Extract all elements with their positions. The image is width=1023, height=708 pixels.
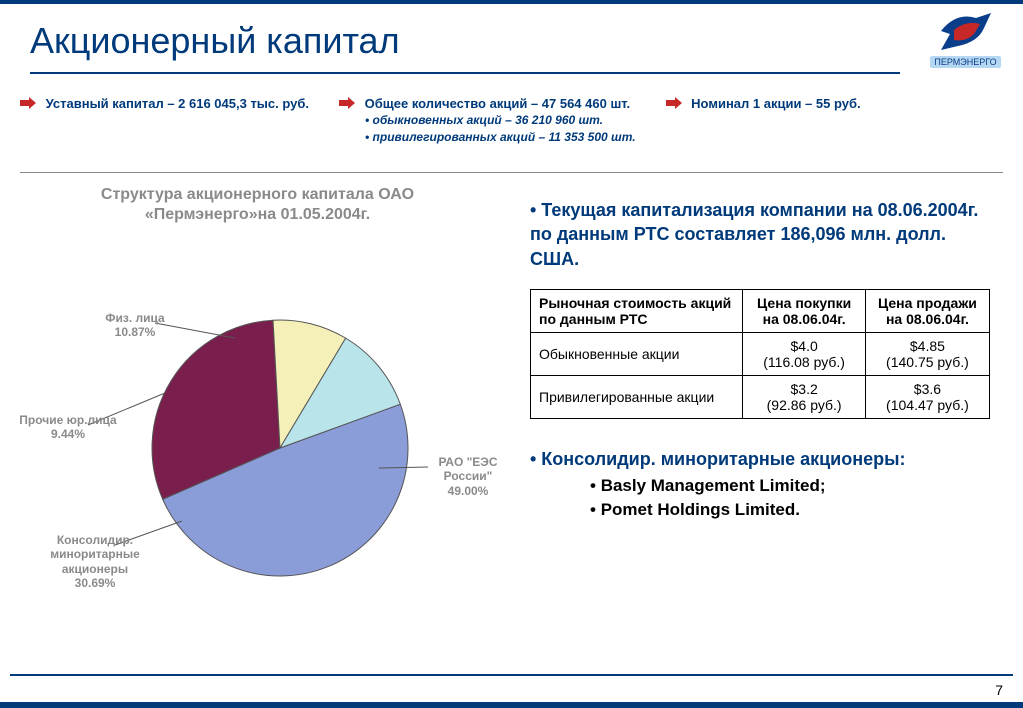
table-cell: Обыкновенные акции <box>531 332 743 375</box>
th-1: Цена покупки на 08.06.04г. <box>743 289 865 332</box>
capitalization-text: • Текущая капитализация компании на 08.0… <box>530 198 1000 271</box>
table-row: Обыкновенные акции$4.0(116.08 руб.)$4.85… <box>531 332 990 375</box>
table-cell: $3.6(104.47 руб.) <box>865 375 989 418</box>
table-cell: $3.2(92.86 руб.) <box>743 375 865 418</box>
pie-label: РАО "ЕЭС России"49.00% <box>428 455 508 498</box>
pie-chart-area: Структура акционерного капитала ОАО «Пер… <box>10 185 505 655</box>
pie-label: Консолидир. миноритарные акционеры30.69% <box>45 533 145 591</box>
list-item: Basly Management Limited; <box>590 474 1000 498</box>
table-cell: $4.0(116.08 руб.) <box>743 332 865 375</box>
logo-text: ПЕРМЭНЕРГО <box>930 56 1000 68</box>
fact-2-main: Номинал 1 акции – 55 руб. <box>691 96 860 111</box>
page-number: 7 <box>995 682 1003 698</box>
bottom-rule <box>10 674 1013 676</box>
minor-list: Basly Management Limited;Pomet Holdings … <box>590 474 1000 522</box>
table-row: Привилегированные акции$3.2(92.86 руб.)$… <box>531 375 990 418</box>
fact-0-main: Уставный капитал – 2 616 045,3 тыс. руб. <box>46 96 309 111</box>
th-0: Рыночная стоимость акций по данным РТС <box>531 289 743 332</box>
facts-row: Уставный капитал – 2 616 045,3 тыс. руб.… <box>20 96 1003 146</box>
title-underline <box>30 72 900 74</box>
right-column: • Текущая капитализация компании на 08.0… <box>530 198 1000 521</box>
page-title: Акционерный капитал <box>30 20 400 62</box>
divider <box>20 172 1003 173</box>
fact-col-2: Номинал 1 акции – 55 руб. <box>666 96 861 146</box>
table-row: Рыночная стоимость акций по данным РТС Ц… <box>531 289 990 332</box>
price-table: Рыночная стоимость акций по данным РТС Ц… <box>530 289 990 419</box>
th-2: Цена продажи на 08.06.04г. <box>865 289 989 332</box>
pie-label: Прочие юр.лица9.44% <box>18 413 118 442</box>
pie-label: Физ. лица10.87% <box>85 311 185 340</box>
pie-chart-title: Структура акционерного капитала ОАО «Пер… <box>10 185 505 225</box>
minor-shareholders: • Консолидир. миноритарные акционеры: Ba… <box>530 449 1000 522</box>
arrow-right-icon <box>20 97 36 112</box>
fact-col-1: Общее количество акций – 47 564 460 шт. … <box>339 96 636 146</box>
minor-heading: • Консолидир. миноритарные акционеры: <box>530 449 1000 470</box>
logo-mark-icon <box>936 10 996 52</box>
fact-1-main: Общее количество акций – 47 564 460 шт. <box>365 96 630 111</box>
company-logo: ПЕРМЭНЕРГО <box>928 10 1003 70</box>
table-cell: Привилегированные акции <box>531 375 743 418</box>
arrow-right-icon <box>666 97 682 112</box>
fact-1-sub-1: • привилегированных акций – 11 353 500 ш… <box>365 129 636 146</box>
pie-wrap: РАО "ЕЭС России"49.00% Консолидир. минори… <box>10 233 505 633</box>
fact-1-sub-0: • обыкновенных акций – 36 210 960 шт. <box>365 112 636 129</box>
bottom-bar <box>0 702 1023 708</box>
table-cell: $4.85(140.75 руб.) <box>865 332 989 375</box>
arrow-right-icon <box>339 97 355 112</box>
list-item: Pomet Holdings Limited. <box>590 498 1000 522</box>
fact-col-0: Уставный капитал – 2 616 045,3 тыс. руб. <box>20 96 309 146</box>
top-rule <box>0 0 1023 4</box>
